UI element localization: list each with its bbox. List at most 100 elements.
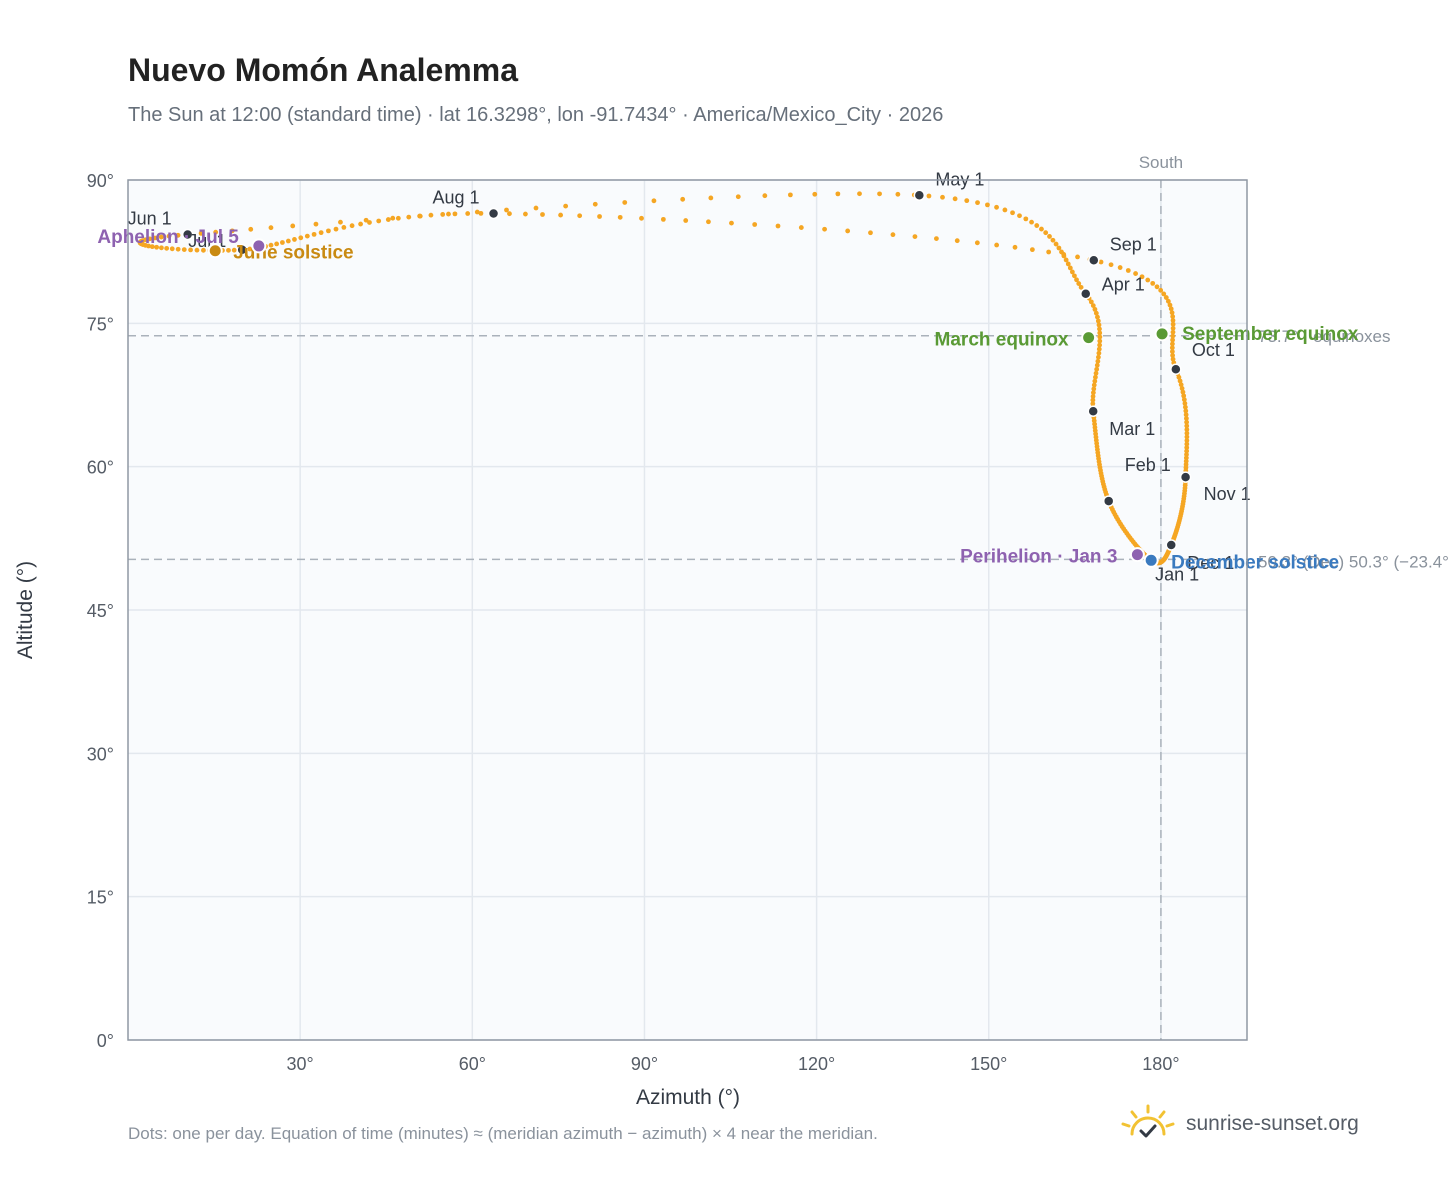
day-dot (1181, 393, 1187, 399)
event-marker (251, 238, 267, 254)
day-dot (1182, 400, 1188, 406)
day-dot (735, 194, 741, 200)
day-dot (1133, 271, 1138, 276)
day-dot (1053, 241, 1059, 247)
day-dot (964, 198, 970, 204)
day-dot (975, 200, 980, 206)
day-dot (298, 235, 304, 241)
day-dot (1163, 295, 1169, 300)
day-dot (1161, 291, 1167, 297)
day-dot (1184, 452, 1189, 457)
day-dot (1093, 370, 1099, 376)
event-label: September equinox (1182, 324, 1359, 345)
day-dot (1090, 390, 1096, 396)
day-dot (1177, 378, 1183, 384)
day-dot (1076, 281, 1082, 286)
month-marker (236, 244, 248, 256)
day-dot (395, 215, 401, 221)
month-marker (1102, 495, 1115, 507)
day-dot (1097, 330, 1103, 336)
y-axis-label: Altitude (°) (14, 561, 37, 659)
y-tick-label: 75° (87, 314, 114, 334)
day-dot (1029, 247, 1035, 253)
day-dot (706, 219, 711, 225)
day-dot (285, 238, 291, 244)
chart-title: Nuevo Momón Analemma (128, 52, 518, 88)
x-tick-label: 180° (1142, 1054, 1179, 1074)
day-dot (1179, 385, 1185, 391)
day-dot (146, 243, 151, 249)
day-dot (540, 212, 545, 217)
day-dot (1170, 318, 1176, 323)
event-label: December solstice (1171, 552, 1339, 573)
event-marker (1129, 547, 1145, 563)
day-dot (349, 223, 355, 229)
day-dot (1094, 366, 1100, 372)
day-dot (639, 215, 644, 221)
day-dot (1010, 210, 1015, 216)
chart-subtitle: The Sun at 12:00 (standard time) · lat 1… (128, 104, 944, 126)
day-dot (895, 191, 901, 197)
day-dot (1168, 306, 1174, 312)
y-tick-label: 60° (87, 458, 114, 478)
day-dot (504, 207, 509, 213)
y-tick-label: 0° (97, 1031, 114, 1051)
day-dot (1090, 303, 1096, 308)
day-dot (1092, 378, 1098, 384)
month-marker (1170, 363, 1182, 375)
day-dot (533, 205, 539, 211)
month-label: Feb 1 (1125, 455, 1171, 475)
day-dot (154, 244, 160, 250)
month-label: Dec 1 (1187, 553, 1234, 573)
day-dot (954, 238, 960, 244)
day-dot (1096, 322, 1102, 328)
axis-ticks: 30° 60° 90° 120° 150° 180° 0° 15° 30° 45° 60° 75° 90… (87, 171, 1180, 1074)
day-dot (1108, 262, 1114, 268)
day-dot (1072, 273, 1077, 279)
day-dot (775, 223, 781, 229)
day-dot (787, 192, 793, 198)
brand-link[interactable]: sunrise-sunset.org (1120, 1102, 1359, 1146)
day-dot (1170, 337, 1175, 343)
day-dot (890, 232, 896, 238)
day-dot (292, 237, 297, 242)
month-label: Sep 1 (1110, 234, 1157, 254)
event-marker (1143, 552, 1159, 568)
day-dot (994, 204, 999, 210)
event-label: June solstice (233, 243, 353, 264)
x-tick-label: 120° (798, 1054, 835, 1074)
day-dot (304, 233, 310, 239)
day-dot (1150, 280, 1156, 286)
day-dot (440, 212, 446, 217)
day-dot (752, 222, 758, 227)
day-dot (1046, 249, 1052, 255)
day-dot (188, 247, 193, 253)
x-tick-label: 30° (287, 1054, 314, 1074)
day-dot (1017, 213, 1022, 219)
x-axis-label: Azimuth (°) (636, 1086, 740, 1109)
month-marker (1079, 287, 1092, 300)
day-dot (1184, 441, 1190, 447)
month-marker (1088, 254, 1100, 267)
day-dot (1145, 277, 1151, 283)
day-dot (326, 228, 331, 234)
day-dot (952, 196, 958, 202)
day-dot (1096, 346, 1102, 352)
day-dot (868, 230, 873, 236)
day-dot (617, 214, 623, 220)
day-dot (169, 246, 175, 252)
y-tick-label: 30° (87, 744, 114, 764)
day-dot (1165, 298, 1171, 304)
day-dot (229, 228, 235, 234)
day-dot (1158, 287, 1164, 293)
day-dot (1170, 356, 1176, 362)
day-dot (1183, 408, 1189, 414)
day-dot (1117, 265, 1123, 270)
day-dot (164, 245, 170, 251)
day-dot (1056, 245, 1062, 251)
day-dot (994, 242, 1000, 248)
day-dot (1090, 401, 1096, 407)
plot-border (127, 179, 1248, 1041)
day-dot (385, 217, 391, 222)
